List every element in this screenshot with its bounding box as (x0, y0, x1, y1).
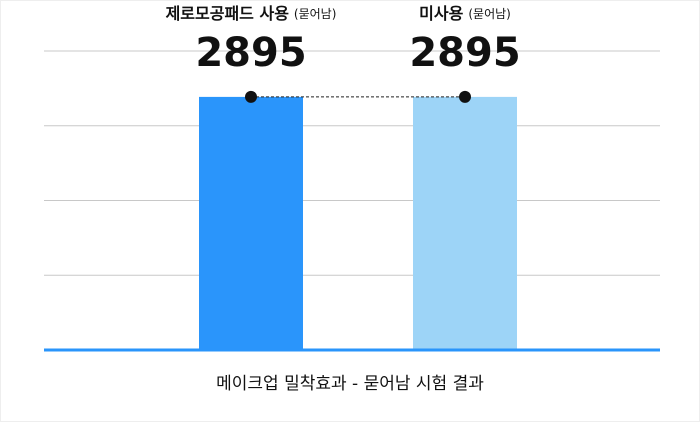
category-note: (묻어남) (294, 7, 336, 21)
category-label: 미사용 (묻어남) (419, 4, 511, 23)
category-name: 제로모공패드 사용 (166, 4, 290, 23)
bar (199, 96, 303, 350)
value-dot (245, 90, 257, 103)
chart-title: 메이크업 밀착효과 - 묻어남 시험 결과 (216, 374, 484, 394)
category-note: (묻어남) (468, 7, 510, 21)
value-dot (459, 90, 471, 103)
bar (413, 96, 517, 350)
value-label: 2895 (195, 30, 306, 76)
category-name: 미사용 (419, 4, 463, 23)
value-label: 2895 (409, 30, 520, 76)
category-label: 제로모공패드 사용 (묻어남) (166, 4, 337, 23)
